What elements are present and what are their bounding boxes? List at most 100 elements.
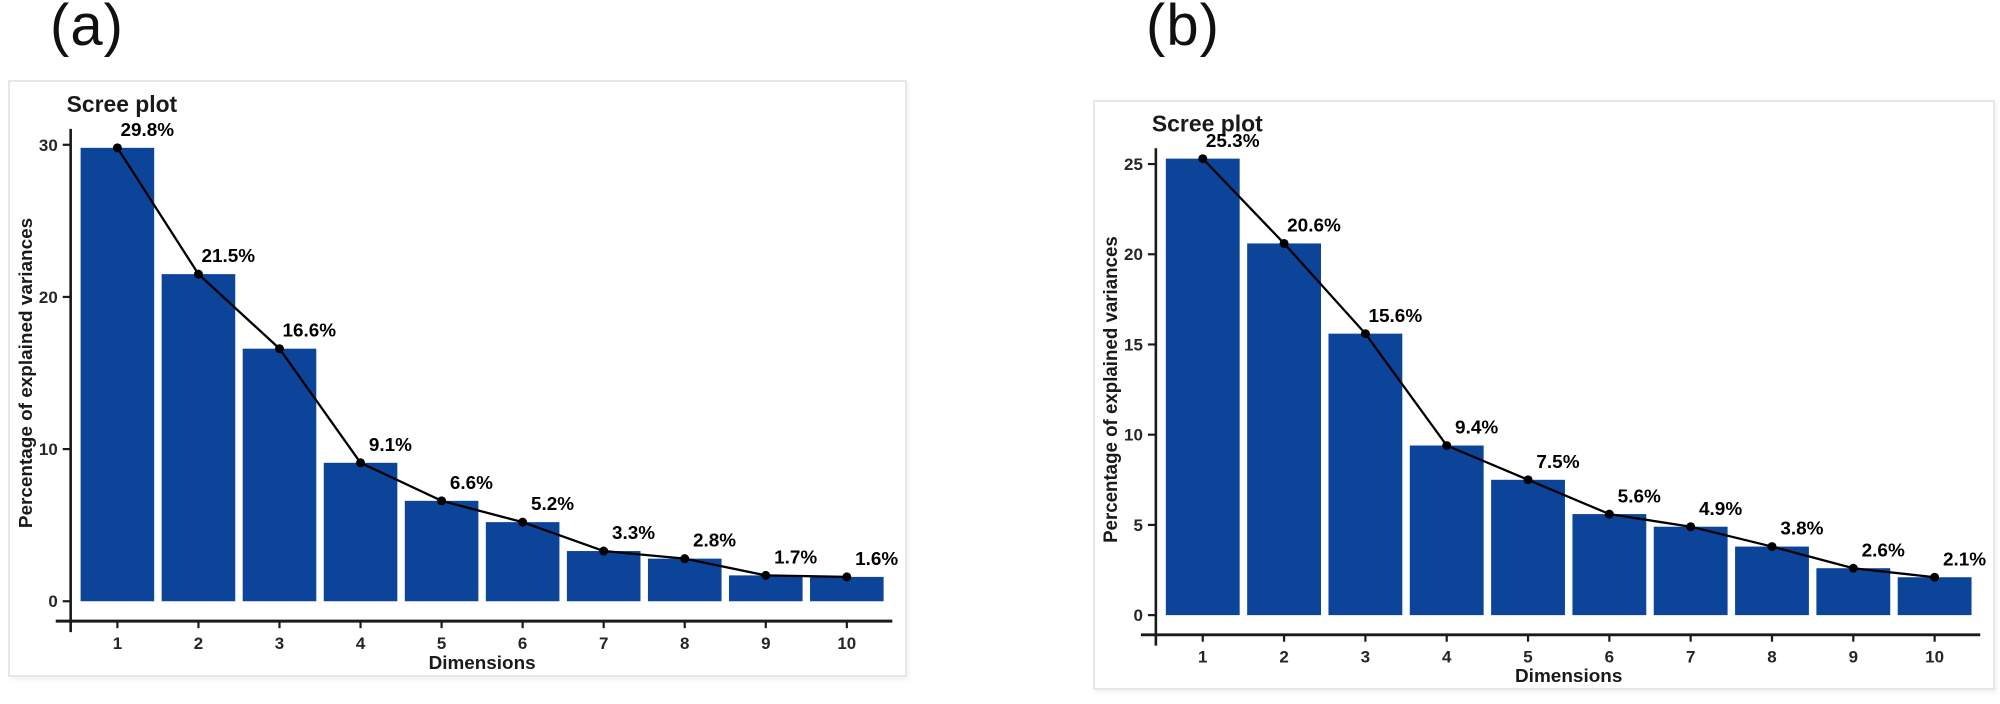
data-point-dim-7 <box>599 546 609 556</box>
data-point-dim-4 <box>356 458 366 468</box>
data-point-dim-8 <box>1767 542 1777 551</box>
x-tick-label: 2 <box>194 634 203 653</box>
data-label-dim-8: 2.8% <box>693 531 736 552</box>
data-label-dim-10: 2.1% <box>1943 549 1986 570</box>
y-tick-label: 15 <box>1124 335 1143 354</box>
scree-chart-b: Scree plot 0 5 10 15 20 25 1 2 3 4 5 6 7 8 9 10 25.3% 20.6… <box>1100 111 1987 686</box>
panel-a-label: (a) <box>50 0 124 58</box>
x-tick-label: 4 <box>356 634 366 653</box>
data-point-dim-2 <box>193 269 203 279</box>
x-tick-label: 3 <box>1361 647 1370 666</box>
y-tick-label: 20 <box>39 288 58 307</box>
x-tick-label: 9 <box>1849 647 1858 666</box>
bar-dim-3 <box>1328 333 1403 616</box>
bar-dim-7 <box>566 551 641 602</box>
y-tick-label: 10 <box>1124 426 1143 445</box>
data-point-dim-6 <box>518 517 528 527</box>
variance-line <box>116 147 847 579</box>
data-point-dim-3 <box>1360 329 1370 339</box>
scree-chart-a: Scree plot 0 10 20 30 1 2 3 4 5 6 7 8 9 10 29.8% 21.5% 16… <box>16 91 898 674</box>
data-point-dim-10 <box>842 572 852 582</box>
data-point-dim-4 <box>1442 441 1452 450</box>
bar-dim-8 <box>1735 546 1809 616</box>
bar-dim-5 <box>1491 479 1565 616</box>
bar-dim-9 <box>1816 568 1891 616</box>
data-label-dim-1: 25.3% <box>1206 130 1260 151</box>
data-label-dim-2: 20.6% <box>1287 215 1341 236</box>
data-label-dim-9: 1.7% <box>774 547 817 568</box>
data-label-dim-2: 21.5% <box>202 246 256 267</box>
data-point-dim-6 <box>1604 509 1614 519</box>
data-point-dim-1 <box>1198 154 1208 164</box>
x-tick-label: 8 <box>680 634 689 653</box>
data-label-dim-1: 29.8% <box>120 120 174 141</box>
scree-plot-card-a: Scree plot 0 10 20 30 1 2 3 4 5 6 7 8 9 10 29.8% 21.5% 16… <box>8 80 907 677</box>
data-label-dim-9: 2.6% <box>1862 540 1905 561</box>
x-tick-label: 3 <box>275 634 284 653</box>
data-label-dim-4: 9.1% <box>369 435 412 456</box>
bar-dim-10 <box>1897 577 1972 616</box>
data-label-dim-8: 3.8% <box>1780 518 1823 539</box>
x-tick-label: 5 <box>437 634 446 653</box>
x-axis-title: Dimensions <box>1515 665 1622 686</box>
x-tick-label: 4 <box>1442 647 1452 666</box>
data-label-dim-5: 6.6% <box>450 473 493 494</box>
bar-dim-5 <box>404 500 479 602</box>
data-point-dim-3 <box>275 344 284 354</box>
y-tick-label: 0 <box>48 592 57 611</box>
x-tick-label: 9 <box>761 634 770 653</box>
data-label-dim-6: 5.6% <box>1618 485 1661 506</box>
scree-plot-card-b: Scree plot 0 5 10 15 20 25 1 2 3 4 5 6 7 8 9 10 25.3% 20.6… <box>1093 100 1995 690</box>
x-tick-label: 1 <box>113 634 122 653</box>
y-tick-label: 10 <box>39 440 58 459</box>
data-point-dim-5 <box>1523 475 1533 485</box>
x-tick-label: 10 <box>1925 647 1944 666</box>
bar-dim-4 <box>323 462 398 602</box>
bar-dim-1 <box>1165 158 1240 616</box>
data-label-dim-7: 3.3% <box>612 523 655 544</box>
data-label-dim-10: 1.6% <box>855 549 898 570</box>
data-label-dim-5: 7.5% <box>1536 451 1579 472</box>
y-tick-label: 20 <box>1124 245 1143 264</box>
data-label-dim-3: 15.6% <box>1368 305 1422 326</box>
variance-line <box>1201 157 1935 579</box>
x-tick-label: 6 <box>518 634 527 653</box>
data-point-dim-8 <box>680 554 690 564</box>
y-axis-title: Percentage of explained variances <box>1100 236 1121 543</box>
bar-dim-2 <box>161 274 236 602</box>
data-label-dim-6: 5.2% <box>531 494 574 515</box>
data-label-dim-4: 9.4% <box>1455 417 1498 438</box>
data-point-dim-1 <box>112 143 122 153</box>
data-label-dim-3: 16.6% <box>283 321 337 342</box>
x-tick-label: 5 <box>1523 647 1532 666</box>
y-tick-label: 30 <box>39 136 58 155</box>
data-point-dim-10 <box>1930 572 1940 582</box>
x-tick-label: 2 <box>1279 647 1288 666</box>
chart-title: Scree plot <box>67 91 178 117</box>
data-point-dim-2 <box>1279 239 1289 248</box>
bar-dim-2 <box>1247 243 1321 616</box>
bar-dim-8 <box>647 558 722 602</box>
data-label-dim-7: 4.9% <box>1699 498 1742 519</box>
bar-dim-4 <box>1409 445 1484 616</box>
bar-dim-1 <box>80 147 155 602</box>
bar-dim-6 <box>485 522 560 602</box>
y-tick-label: 5 <box>1133 516 1142 535</box>
y-tick-label: 25 <box>1124 155 1143 174</box>
panel-b-label: (b) <box>1146 0 1220 58</box>
data-point-dim-9 <box>1848 563 1858 573</box>
x-tick-label: 6 <box>1605 647 1614 666</box>
bar-dim-3 <box>242 348 317 602</box>
x-tick-label: 8 <box>1767 647 1776 666</box>
bar-dim-7 <box>1653 526 1728 616</box>
data-point-dim-5 <box>437 496 447 506</box>
y-axis-title: Percentage of explained variances <box>16 218 37 528</box>
x-tick-label: 10 <box>837 634 856 653</box>
x-axis-title: Dimensions <box>429 653 536 674</box>
x-tick-label: 7 <box>1686 647 1695 666</box>
data-point-dim-9 <box>761 570 771 580</box>
chart-title: Scree plot <box>1152 111 1263 137</box>
x-tick-label: 7 <box>599 634 608 653</box>
bar-dim-6 <box>1572 514 1647 616</box>
y-tick-label: 0 <box>1133 606 1142 625</box>
